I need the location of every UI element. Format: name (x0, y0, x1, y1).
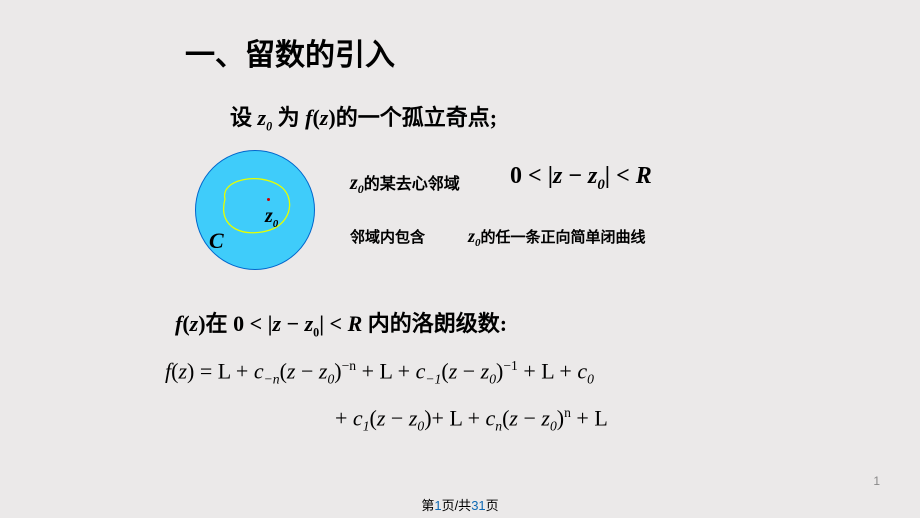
ll-lt1: < (244, 311, 268, 336)
s2-pr1: ) (424, 405, 431, 430)
ll-z: z (190, 311, 199, 336)
text-suffix: 的一个孤立奇点; (336, 105, 497, 130)
footer-pagination: 第1页/共31页 (0, 495, 920, 514)
f-p5: 页 (486, 498, 499, 513)
s1-minus2: − (457, 358, 480, 383)
s1-negn: −n (264, 372, 280, 387)
label-z0: z0 (265, 205, 278, 230)
s1-plus4: + (518, 358, 541, 383)
var-z0: z (258, 105, 267, 130)
i1-z0: z (588, 163, 597, 189)
paren-r: ) (328, 105, 335, 130)
laurent-series-line2: + c1(z − z0)+ L + cn(z − z0)n + L (335, 405, 608, 435)
s1-z: z (178, 358, 187, 383)
s1-sub0: 0 (587, 372, 594, 387)
ll-z0: z (305, 311, 314, 336)
s1-eq: = (194, 358, 217, 383)
s2-z02: z (541, 405, 550, 430)
var-z0-sub: 0 (266, 119, 272, 133)
s1-expn1: −1 (503, 358, 518, 373)
s1-pl2: ( (280, 358, 287, 383)
s1-c1: c (254, 358, 264, 383)
ll-minus: − (281, 311, 305, 336)
i1-z0sub: 0 (597, 177, 604, 193)
laurent-series-line1: f(z) = L + c−n(z − z0)−n + L + c−1(z − z… (165, 358, 594, 388)
s2-minus2: − (518, 405, 541, 430)
annotation-contain: 邻域内包含 (350, 226, 425, 247)
s2-plus3: + (462, 405, 485, 430)
s1-expnn: −n (342, 358, 357, 373)
s1-c2: c (416, 358, 426, 383)
s2-minus1: − (385, 405, 408, 430)
i1-R: R (636, 163, 652, 189)
ll-suffix: 内的洛朗级数: (362, 311, 507, 336)
s2-z0sub2: 0 (550, 419, 557, 434)
s2-z2: z (509, 405, 518, 430)
f-p2: 1 (434, 498, 441, 513)
s2-plus1: + (335, 405, 353, 430)
s1-c0: c (577, 358, 587, 383)
annotation-curve: z0的任一条正向简单闭曲线 (468, 226, 646, 249)
s2-cn: c (485, 405, 495, 430)
premise-line: 设 z0 为 f(z)的一个孤立奇点; (230, 100, 497, 134)
z0-sub: 0 (273, 218, 279, 230)
s1-plus1: + (230, 358, 253, 383)
s1-L1: L (218, 358, 231, 383)
inequality-1: 0 < |z − z0| < R (510, 163, 652, 194)
s1-z02: z (481, 358, 490, 383)
s1-minus1: − (295, 358, 318, 383)
ll-pl: ( (182, 311, 189, 336)
i1-zero: 0 (510, 163, 522, 189)
i1-z: z (553, 163, 562, 189)
center-dot (267, 198, 270, 201)
i1-lt1: < (522, 163, 548, 189)
diagram-container: C z0 (195, 150, 315, 270)
s1-pl3: ( (441, 358, 448, 383)
f-p4: 31 (471, 498, 485, 513)
text-prefix: 设 (230, 105, 258, 130)
ll-zv: z (272, 311, 281, 336)
s1-neg1: −1 (425, 372, 441, 387)
a3-z: z (468, 226, 475, 246)
page-number: 1 (873, 474, 880, 488)
i1-minus: − (562, 163, 588, 189)
s1-L2: L (380, 358, 393, 383)
a1-text: 的某去心邻域 (364, 176, 460, 193)
ll-R: R (348, 311, 363, 336)
s2-plus4: + (571, 405, 594, 430)
i1-lt2: < (610, 163, 636, 189)
text-mid: 为 (278, 105, 306, 130)
s1-plus3: + (392, 358, 415, 383)
s1-plus5: + (554, 358, 577, 383)
s2-L1: L (449, 405, 462, 430)
a3-text: 的任一条正向简单闭曲线 (481, 230, 646, 246)
s2-pr2: ) (557, 405, 564, 430)
label-C: C (209, 228, 224, 254)
ll-pr: ) (198, 311, 205, 336)
s2-pl1: ( (370, 405, 377, 430)
laurent-heading: f(z)在 0 < |z − z0| < R 内的洛朗级数: (175, 306, 507, 340)
ll-prefix: 在 (206, 311, 234, 336)
f-p1: 第 (421, 498, 434, 513)
section-title: 一、留数的引入 (185, 30, 395, 74)
f-p3: 页/共 (442, 498, 472, 513)
s2-L2: L (594, 405, 607, 430)
s2-plus2: + (432, 405, 450, 430)
s2-expn: n (564, 405, 571, 420)
ll-lt2: < (324, 311, 348, 336)
s2-sub1: 1 (363, 419, 370, 434)
s1-L3: L (541, 358, 554, 383)
paren-l: ( (312, 105, 319, 130)
slide-root: 一、留数的引入 设 z0 为 f(z)的一个孤立奇点; C z0 z0的某去心邻… (0, 0, 920, 518)
curve-shape (215, 174, 295, 236)
s2-c1: c (353, 405, 363, 430)
ll-zero: 0 (233, 311, 244, 336)
s1-pr2: ) (334, 358, 341, 383)
a1-z: z (350, 172, 358, 194)
annotation-neighborhood: z0的某去心邻域 (350, 170, 460, 197)
s1-plus2: + (356, 358, 379, 383)
s1-z3: z (449, 358, 458, 383)
z0-z: z (265, 205, 273, 227)
